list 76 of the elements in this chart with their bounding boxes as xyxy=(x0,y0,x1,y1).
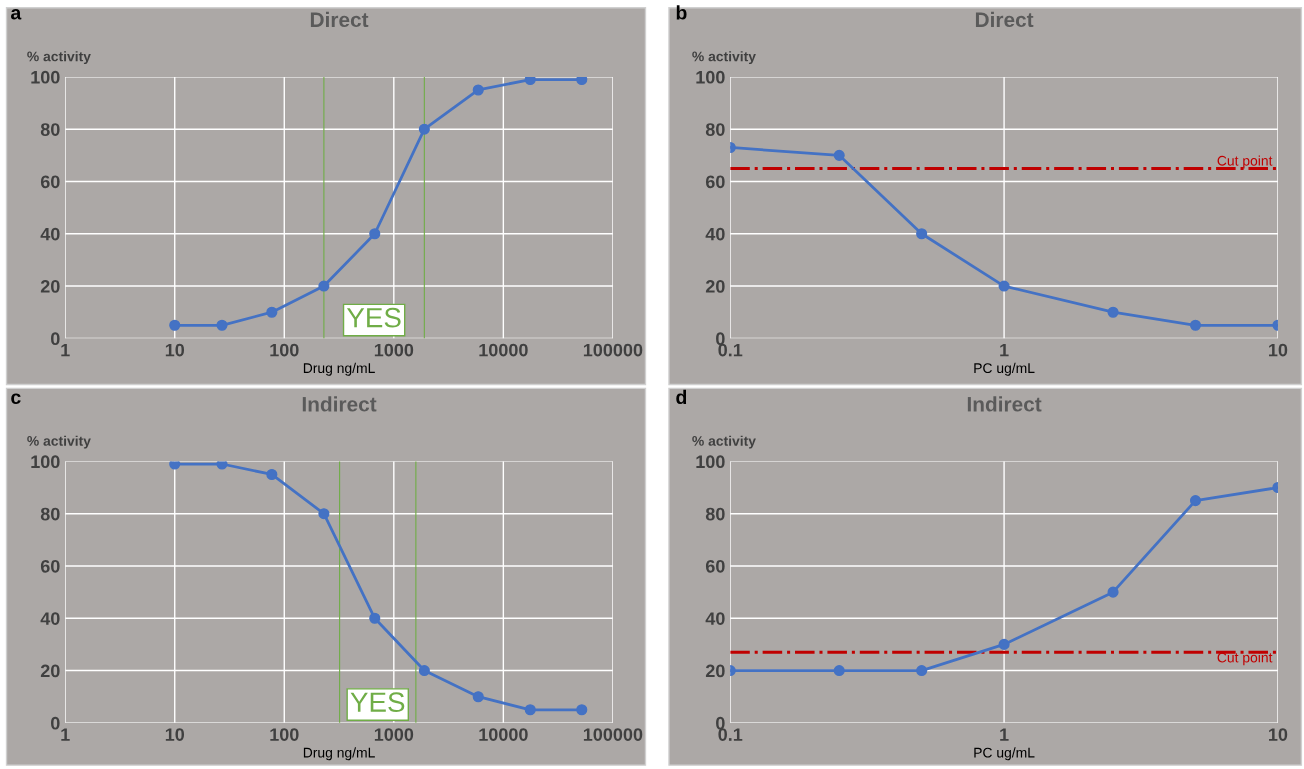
point xyxy=(369,228,381,240)
y-axis-title: % activity xyxy=(27,51,91,65)
y-tick-label: 100 xyxy=(696,455,725,469)
x-tick-label: 1 xyxy=(61,343,70,357)
point xyxy=(318,508,330,520)
x-tick-label: 10 xyxy=(1269,728,1288,741)
x-tick-label: 100 xyxy=(270,728,299,741)
y-tick-label: 100 xyxy=(31,70,60,84)
text: b xyxy=(676,5,687,20)
ref-line-label: Cut point xyxy=(1217,155,1273,169)
y-tick-label: 60 xyxy=(40,559,60,573)
x-tick-label: 10 xyxy=(165,728,185,741)
y-tick-label: 80 xyxy=(705,507,725,521)
chart-title: Indirect xyxy=(967,396,1042,412)
x-tick-label: 1 xyxy=(1000,343,1009,357)
y-tick-label: 0 xyxy=(51,716,60,730)
y-tick-label: 20 xyxy=(40,280,60,293)
x-tick-label: 100000 xyxy=(583,343,643,357)
point xyxy=(524,76,536,86)
y-tick-label: 20 xyxy=(40,664,60,678)
ref-line-label: Cut point xyxy=(1217,652,1273,666)
x-tick-label: 10 xyxy=(1269,343,1288,357)
x-tick-label: 1 xyxy=(1000,728,1009,741)
x-tick-label: 1000 xyxy=(374,343,414,357)
y-tick-label: 0 xyxy=(716,332,725,346)
y-tick-label: 40 xyxy=(40,612,60,625)
x-axis-title: PC ug/mL xyxy=(974,747,1035,761)
x-axis-title: Drug ng/mL xyxy=(303,747,375,761)
x-tick-label: 1000 xyxy=(374,728,414,741)
y-tick-label: 100 xyxy=(31,455,60,469)
x-tick-label: 10000 xyxy=(479,343,528,357)
point xyxy=(216,319,228,331)
point xyxy=(576,76,588,86)
y-tick-label: 0 xyxy=(51,332,60,346)
x-axis-title: Drug ng/mL xyxy=(303,362,375,376)
y-tick-label: 20 xyxy=(705,280,725,293)
x-tick-label: 100000 xyxy=(583,728,643,741)
x-tick-label: 10000 xyxy=(479,728,528,741)
y-tick-label: 40 xyxy=(40,227,60,241)
x-axis-title: PC ug/mL xyxy=(974,362,1035,376)
y-axis-title: % activity xyxy=(692,435,756,449)
point xyxy=(576,704,588,716)
chart-title: Indirect xyxy=(302,396,377,412)
annotation: YES xyxy=(350,692,405,713)
x-tick-label: 10 xyxy=(165,343,185,357)
point xyxy=(266,306,278,318)
point xyxy=(524,704,536,716)
x-tick-label: 0.1 xyxy=(718,343,743,357)
point xyxy=(472,691,484,703)
y-tick-label: 40 xyxy=(705,227,725,241)
y-tick-label: 20 xyxy=(705,664,725,678)
chart-title: Direct xyxy=(310,11,369,28)
x-tick-label: 1 xyxy=(61,728,70,741)
text: a xyxy=(11,8,22,20)
point xyxy=(369,612,381,624)
y-tick-label: 80 xyxy=(40,123,60,136)
point xyxy=(216,461,228,470)
point xyxy=(266,468,278,481)
y-tick-label: 60 xyxy=(705,559,725,573)
chart-title: Direct xyxy=(975,11,1034,28)
annotation: YES xyxy=(346,307,401,328)
x-tick-label: 0.1 xyxy=(718,728,743,741)
y-tick-label: 60 xyxy=(40,175,60,189)
y-axis-title: % activity xyxy=(692,51,756,65)
y-tick-label: 40 xyxy=(705,612,725,625)
y-tick-label: 0 xyxy=(716,716,725,730)
y-tick-label: 60 xyxy=(705,175,725,189)
point xyxy=(472,84,484,96)
text: c xyxy=(11,393,21,405)
x-tick-label: 100 xyxy=(270,343,299,357)
y-axis-title: % activity xyxy=(27,435,91,449)
point xyxy=(318,280,330,292)
y-tick-label: 80 xyxy=(705,123,725,136)
text: d xyxy=(676,389,687,405)
y-tick-label: 80 xyxy=(40,507,60,521)
y-tick-label: 100 xyxy=(696,70,725,84)
